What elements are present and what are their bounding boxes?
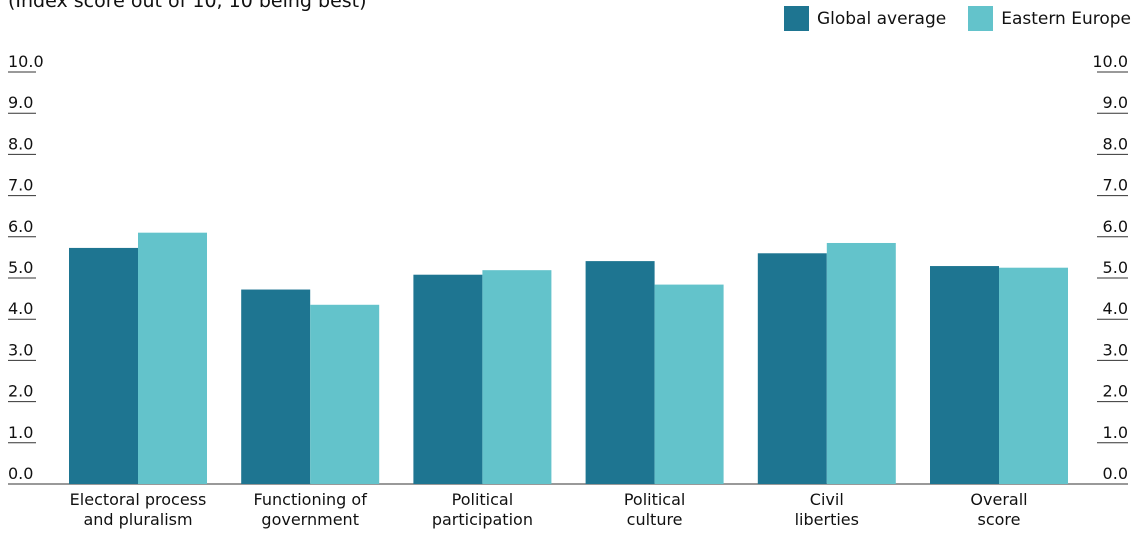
y-tick-label-left: 10.0: [8, 52, 44, 71]
chart-legend: Global average Eastern Europe: [762, 6, 1131, 31]
legend-item-eastern-europe: Eastern Europe: [968, 6, 1131, 31]
legend-label-eastern-europe: Eastern Europe: [1001, 8, 1131, 29]
bar-eastern-europe: [826, 242, 896, 484]
y-tick-label-right: 8.0: [1103, 134, 1128, 153]
y-tick-label-right: 2.0: [1103, 382, 1128, 401]
y-tick-label-left: 3.0: [8, 340, 33, 359]
legend-swatch-global-average: [783, 6, 809, 31]
legend-swatch-eastern-europe: [968, 6, 994, 31]
y-tick-label-left: 4.0: [8, 299, 33, 318]
y-tick-label-left: 5.0: [8, 258, 33, 277]
y-tick-label-right: 0.0: [1103, 464, 1128, 483]
bar-eastern-europe: [654, 284, 724, 484]
y-tick-label-right: 1.0: [1103, 423, 1128, 442]
y-tick-label-left: 1.0: [8, 423, 33, 442]
bar-global-average: [585, 261, 655, 484]
y-tick-label-right: 9.0: [1103, 93, 1128, 112]
bar-eastern-europe: [138, 232, 207, 484]
bar-eastern-europe: [999, 267, 1068, 484]
x-category-label: Political participation: [432, 490, 533, 529]
y-tick-label-right: 3.0: [1103, 340, 1128, 359]
y-tick-label-left: 2.0: [8, 382, 33, 401]
x-category-label: Electoral process and pluralism: [70, 490, 207, 529]
bar-global-average: [930, 266, 999, 484]
y-tick-label-left: 0.0: [8, 464, 33, 483]
y-tick-label-left: 9.0: [8, 93, 33, 112]
x-category-label: Civil liberties: [795, 490, 859, 529]
y-tick-label-right: 4.0: [1103, 299, 1128, 318]
legend-label-global-average: Global average: [816, 8, 947, 29]
y-tick-label-right: 7.0: [1103, 176, 1128, 195]
y-tick-label-left: 8.0: [8, 134, 33, 153]
bar-eastern-europe: [310, 304, 380, 484]
x-category-label: Political culture: [624, 490, 686, 529]
y-tick-label-right: 10.0: [1092, 52, 1128, 71]
chart-subtitle: (Index score out of 10, 10 being best): [8, 0, 367, 12]
bar-global-average: [413, 274, 483, 484]
y-tick-label-left: 7.0: [8, 176, 33, 195]
y-tick-label-left: 6.0: [8, 217, 33, 236]
y-tick-label-right: 6.0: [1103, 217, 1128, 236]
bar-global-average: [757, 253, 827, 484]
x-category-label: Overall score: [970, 490, 1027, 529]
y-tick-label-right: 5.0: [1103, 258, 1128, 277]
bar-eastern-europe: [482, 270, 552, 484]
legend-item-global-average: Global average: [783, 6, 947, 31]
bar-global-average: [69, 247, 138, 484]
bar-global-average: [241, 289, 311, 484]
x-category-label: Functioning of government: [254, 490, 368, 529]
